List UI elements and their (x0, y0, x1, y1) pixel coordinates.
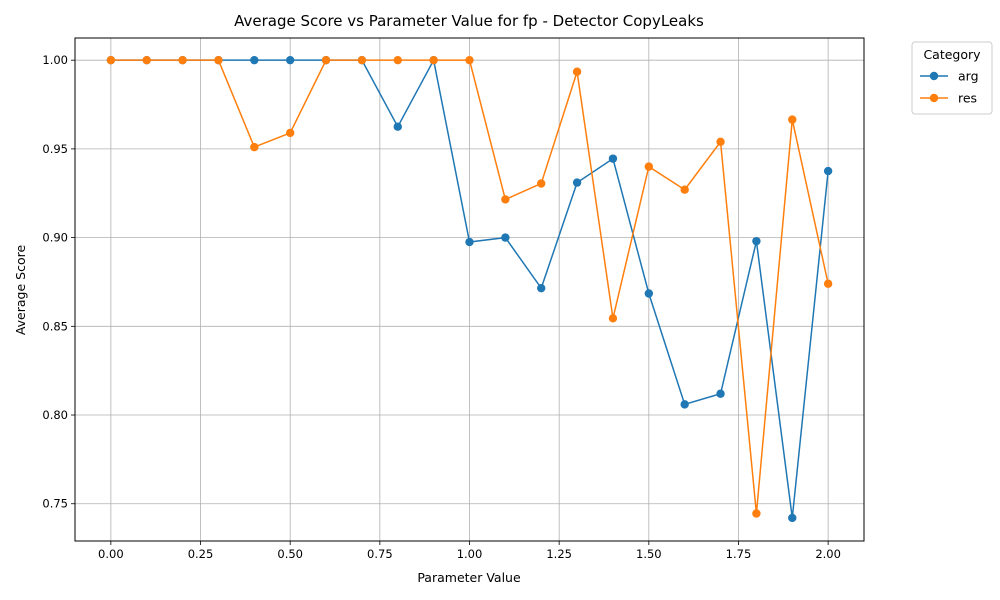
legend-item-res[interactable]: res (920, 91, 977, 106)
data-point-res (357, 55, 367, 65)
x-tick-label: 0.00 (98, 547, 124, 561)
data-point-arg (572, 178, 582, 187)
data-point-res (142, 55, 151, 65)
data-point-res (608, 314, 618, 323)
data-point-arg (788, 513, 797, 523)
x-tick-label: 0.75 (367, 547, 393, 561)
data-point-arg (501, 233, 510, 242)
x-tick-label: 0.50 (277, 547, 303, 561)
data-point-arg (716, 389, 725, 398)
legend-label: arg (958, 69, 979, 84)
data-point-res (644, 162, 654, 171)
data-point-arg (823, 166, 833, 176)
y-axis-label: Average Score (13, 245, 28, 336)
data-point-arg (465, 237, 474, 247)
data-point-arg (393, 122, 402, 131)
data-point-res (178, 55, 187, 65)
chart-title: Average Score vs Parameter Value for fp … (234, 12, 704, 30)
x-tick-label: 1.75 (726, 547, 752, 561)
data-point-res (285, 128, 295, 138)
data-point-res (572, 67, 582, 76)
data-point-res (501, 195, 510, 204)
grid-lines (75, 38, 864, 541)
y-tick-label: 0.75 (42, 497, 68, 511)
data-point-res (823, 279, 833, 288)
series-arg (106, 55, 833, 523)
series-res (106, 55, 833, 518)
data-point-res (250, 142, 259, 152)
legend-item-arg[interactable]: arg (920, 69, 979, 84)
legend-swatch-marker (929, 71, 939, 81)
y-tick-label: 0.95 (42, 142, 68, 156)
y-tick-label: 0.90 (42, 231, 68, 245)
y-tick-label: 1.00 (42, 53, 68, 67)
data-point-res (214, 55, 223, 65)
x-axis-ticks: 0.00 0.25 0.50 0.75 1.00 1.25 1.50 1.75 2.00 (98, 541, 841, 561)
legend-label: res (958, 91, 977, 106)
data-point-res (680, 185, 689, 194)
legend[interactable]: Category arg res (911, 41, 993, 115)
data-point-res (788, 115, 797, 124)
x-tick-label: 1.50 (636, 547, 662, 561)
data-point-res (106, 55, 116, 65)
data-point-arg (250, 55, 259, 65)
x-tick-label: 1.00 (457, 547, 483, 561)
legend-title: Category (923, 47, 981, 62)
data-point-arg (680, 400, 689, 409)
data-point-arg (752, 236, 761, 246)
legend-swatch-marker (929, 93, 939, 103)
data-point-arg (644, 289, 654, 298)
data-point-res (752, 509, 761, 518)
y-tick-label: 0.85 (42, 319, 68, 333)
x-axis-label: Parameter Value (417, 570, 521, 585)
data-point-arg (537, 283, 546, 293)
data-point-res (716, 137, 725, 146)
y-axis-ticks: 0.75 0.80 0.85 0.90 0.95 1.00 (42, 53, 75, 511)
series-lines (106, 55, 833, 523)
x-tick-label: 1.25 (546, 547, 572, 561)
data-point-arg (285, 55, 295, 65)
data-point-res (393, 55, 402, 65)
x-tick-label: 0.25 (188, 547, 214, 561)
data-point-arg (608, 154, 618, 163)
data-point-res (429, 55, 438, 65)
data-point-res (465, 55, 474, 65)
x-tick-label: 2.00 (815, 547, 841, 561)
data-point-res (321, 55, 331, 65)
y-tick-label: 0.80 (42, 408, 68, 422)
data-point-res (537, 179, 546, 188)
